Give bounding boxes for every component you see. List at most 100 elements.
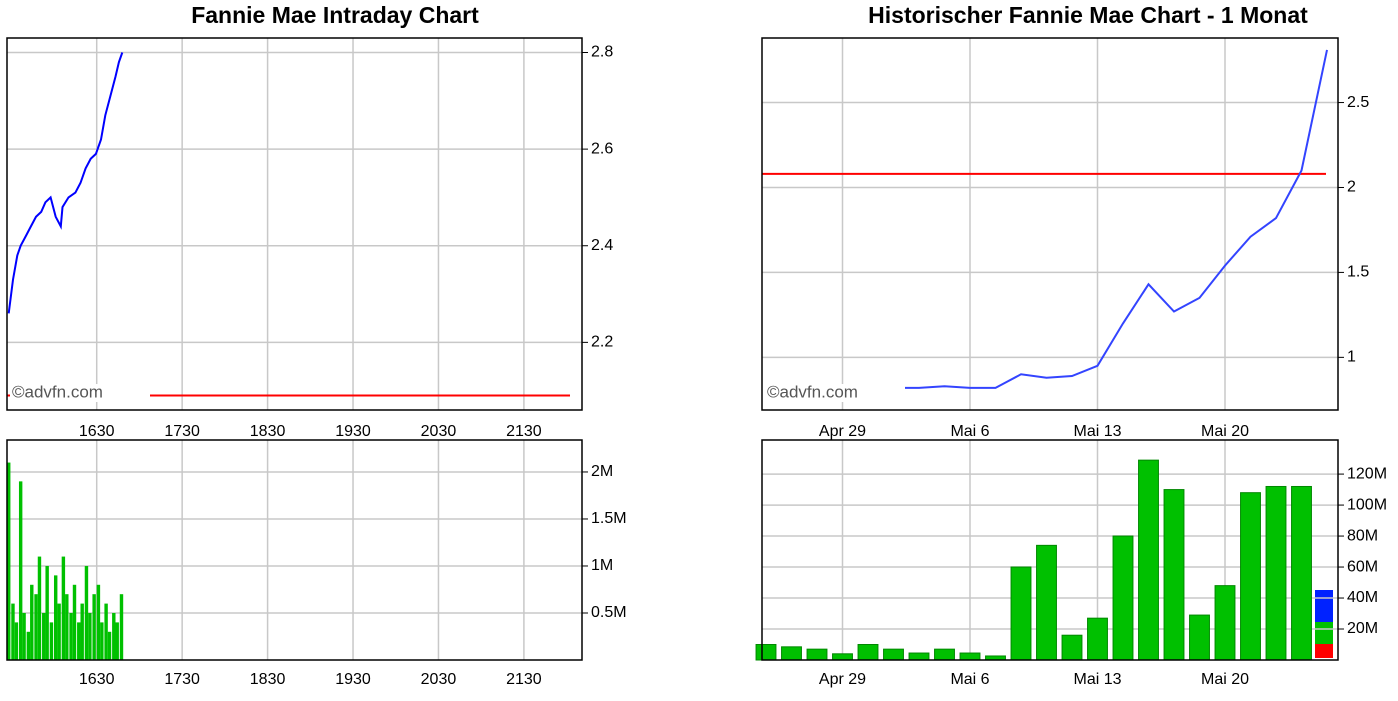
volume-bar xyxy=(61,556,66,660)
volume-bar xyxy=(1291,485,1312,661)
volume-bar xyxy=(806,648,828,661)
x-tick-label: 1630 xyxy=(79,671,115,688)
volume-bar xyxy=(1061,634,1083,661)
volume-bar xyxy=(45,565,49,660)
x-tick-label: Mai 20 xyxy=(1201,671,1249,688)
volume-bar xyxy=(96,584,101,660)
volume-bar xyxy=(1189,614,1210,661)
volume-bar xyxy=(112,612,116,660)
volume-bar xyxy=(107,631,112,660)
volume-bar xyxy=(65,594,69,660)
x-tick-label: Mai 20 xyxy=(1201,423,1249,440)
volume-bar xyxy=(959,652,981,661)
y-tick-label: 1M xyxy=(591,557,613,574)
volume-bar xyxy=(1163,489,1185,661)
volume-bar xyxy=(755,644,777,661)
y-tick-label: 2.8 xyxy=(591,44,613,61)
volume-bar xyxy=(104,603,108,660)
volume-bar xyxy=(84,565,89,660)
price-line xyxy=(7,52,124,314)
y-tick-label: 40M xyxy=(1347,589,1378,606)
volume-bar xyxy=(1240,492,1261,661)
y-tick-label: 20M xyxy=(1347,620,1378,637)
volume-bar xyxy=(88,612,92,660)
watermark-bg xyxy=(765,384,905,402)
chart-title: Historischer Fannie Mae Chart - 1 Monat xyxy=(868,2,1308,28)
x-tick-label: 1730 xyxy=(164,671,200,688)
plot-frame xyxy=(6,37,583,411)
x-tick-label: Apr 29 xyxy=(819,423,866,440)
x-tick-label: Mai 13 xyxy=(1073,423,1121,440)
y-tick-label: 0.5M xyxy=(591,604,627,621)
volume-bar xyxy=(1112,535,1134,661)
volume-bar xyxy=(92,594,96,660)
y-tick-label: 1.5M xyxy=(591,510,627,527)
y-tick-label: 80M xyxy=(1347,527,1378,544)
watermark-bg xyxy=(10,384,150,402)
x-tick-label: Mai 6 xyxy=(950,423,989,440)
x-tick-label: 1830 xyxy=(250,423,286,440)
volume-bar xyxy=(14,622,19,660)
x-tick-label: Mai 13 xyxy=(1073,671,1121,688)
volume-bar xyxy=(49,622,54,660)
y-tick-label: 100M xyxy=(1347,496,1387,513)
y-tick-label: 2 xyxy=(1347,179,1356,196)
volume-bar xyxy=(1010,566,1032,661)
volume-bar xyxy=(100,622,104,660)
volume-bar xyxy=(832,653,853,661)
volume-bar xyxy=(22,612,26,660)
chart-title: Fannie Mae Intraday Chart xyxy=(191,2,479,28)
plot-frame xyxy=(761,37,1339,411)
price-line xyxy=(765,49,1328,393)
x-tick-label: 1730 xyxy=(164,423,200,440)
legend-swatch xyxy=(1315,590,1333,622)
volume-bar xyxy=(18,481,23,660)
volume-bar xyxy=(34,594,38,660)
volume-bar xyxy=(77,622,81,660)
legend-swatch xyxy=(1315,644,1333,658)
volume-bar xyxy=(1214,585,1236,661)
volume-bar xyxy=(1138,459,1159,661)
volume-bar xyxy=(57,603,61,660)
volume-bar xyxy=(72,584,77,660)
x-tick-label: 1630 xyxy=(79,423,115,440)
volume-bar xyxy=(7,462,11,660)
x-tick-label: 2030 xyxy=(421,423,457,440)
watermark: ©advfn.com xyxy=(12,382,103,401)
volume-bar xyxy=(69,612,73,660)
volume-bar xyxy=(1036,544,1057,661)
plot-frame xyxy=(6,439,583,661)
volume-bar xyxy=(80,603,84,660)
plot-frame xyxy=(761,439,1339,661)
volume-bar xyxy=(30,584,34,660)
x-tick-label: 1830 xyxy=(250,671,286,688)
x-tick-label: 1930 xyxy=(335,671,371,688)
y-tick-label: 2.6 xyxy=(591,140,613,157)
x-tick-label: 2130 xyxy=(506,671,542,688)
y-tick-label: 1 xyxy=(1347,349,1356,366)
y-tick-label: 2.5 xyxy=(1347,94,1369,111)
x-tick-label: 2030 xyxy=(421,671,457,688)
volume-bar xyxy=(119,594,124,660)
volume-bar xyxy=(857,644,879,661)
volume-bar xyxy=(934,648,955,661)
volume-bar xyxy=(908,652,930,661)
watermark: ©advfn.com xyxy=(767,382,858,401)
legend-swatch xyxy=(1315,622,1333,644)
x-tick-label: Mai 6 xyxy=(950,671,989,688)
volume-bar xyxy=(781,646,802,661)
volume-bar xyxy=(115,622,119,660)
y-tick-label: 2.4 xyxy=(591,237,613,254)
volume-bar xyxy=(883,648,904,661)
y-tick-label: 1.5 xyxy=(1347,264,1369,281)
y-tick-label: 2M xyxy=(591,463,613,480)
y-tick-label: 2.2 xyxy=(591,334,613,351)
volume-bar xyxy=(1087,617,1108,661)
volume-bar xyxy=(26,631,31,660)
x-tick-label: 2130 xyxy=(506,423,542,440)
volume-bar xyxy=(37,556,42,660)
x-tick-label: 1930 xyxy=(335,423,371,440)
volume-bar xyxy=(1265,485,1287,661)
